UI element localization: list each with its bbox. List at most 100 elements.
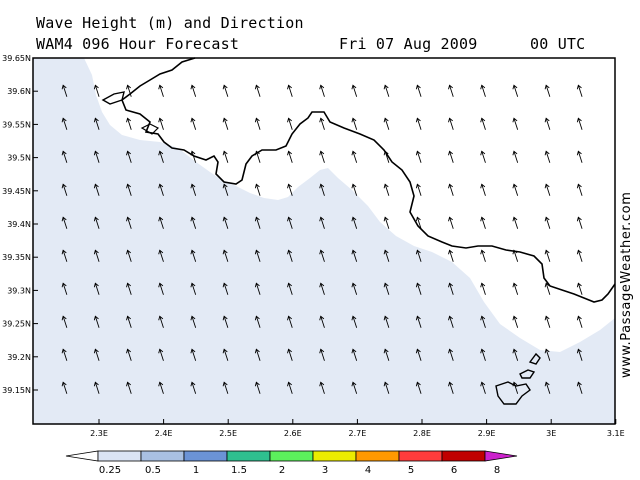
wave-arrow — [222, 117, 229, 130]
wave-arrow — [61, 117, 68, 130]
wave-arrow — [544, 348, 551, 361]
lon-label: 2.6E — [284, 429, 302, 438]
wave-arrow — [448, 183, 454, 196]
colorbar-segment — [97, 450, 142, 462]
colorbar-segment — [441, 450, 486, 462]
wave-arrow — [126, 183, 132, 196]
wave-arrow — [448, 150, 454, 163]
lon-label: 2.4E — [155, 429, 173, 438]
wave-arrow — [383, 381, 390, 394]
wave-arrow — [383, 84, 390, 97]
wave-arrow — [93, 282, 100, 295]
land-area — [84, 58, 615, 352]
colorbar-segment — [484, 450, 518, 462]
wave-arrow — [415, 315, 422, 328]
lat-label: 39.6N — [7, 87, 31, 96]
wave-arrow — [383, 348, 390, 361]
wave-arrow — [190, 117, 197, 130]
wave-arrow — [415, 381, 422, 394]
wave-arrow — [576, 249, 583, 262]
wave-arrow — [190, 84, 197, 97]
wave-arrow — [126, 84, 132, 97]
lat-label: 39.55N — [2, 120, 31, 129]
wave-arrow — [93, 150, 100, 163]
wave-arrow — [93, 117, 100, 130]
wave-arrow — [93, 315, 100, 328]
coastline — [121, 57, 616, 303]
wave-arrow — [576, 315, 583, 328]
colorbar-label: 4 — [364, 465, 372, 476]
wave-arrow — [319, 249, 325, 262]
wave-arrow — [415, 183, 422, 196]
forecast-date: Fri 07 Aug 2009 — [339, 35, 478, 53]
cabrera-island — [495, 352, 541, 405]
wave-arrow — [190, 183, 197, 196]
wave-arrow — [544, 282, 551, 295]
colorbar-segment — [65, 450, 99, 462]
wave-arrow — [61, 249, 68, 262]
wave-arrow — [287, 249, 293, 262]
wave-arrow — [287, 183, 293, 196]
wave-arrow — [351, 348, 358, 361]
colorbar-segment — [269, 450, 314, 462]
wave-arrow — [351, 381, 358, 394]
wave-arrow — [415, 150, 422, 163]
wave-arrow — [61, 150, 68, 163]
wave-arrow — [254, 249, 261, 262]
wave-arrow — [576, 150, 583, 163]
wave-arrow — [158, 183, 164, 196]
colorbar-label: 1.5 — [231, 465, 247, 476]
wave-arrow — [222, 216, 229, 229]
wave-arrow — [319, 84, 325, 97]
wave-arrow — [287, 84, 293, 97]
lon-label: 2.8E — [413, 429, 431, 438]
wave-arrow — [544, 117, 551, 130]
lat-label: 39.5N — [7, 154, 31, 163]
wave-direction-arrows — [61, 84, 583, 394]
lon-label: 2.3E — [90, 429, 108, 438]
latitude-axis: 39.65N 39.6N 39.55N 39.5N 39.45N 39.4N 39.35N 3… — [2, 54, 38, 395]
colorbar-segment — [398, 450, 443, 462]
wave-arrow — [61, 282, 68, 295]
wave-arrow — [576, 117, 583, 130]
watermark: www.PassageWeather.com — [619, 191, 634, 378]
lat-label: 39.4N — [7, 220, 31, 229]
wave-arrow — [254, 282, 261, 295]
wave-arrow — [158, 348, 164, 361]
lat-label: 39.2N — [7, 353, 31, 362]
wave-arrow — [126, 348, 132, 361]
wave-arrow — [415, 117, 422, 130]
wave-arrow — [254, 117, 261, 130]
wave-arrow — [222, 282, 229, 295]
wave-arrow — [254, 381, 261, 394]
wave-arrow — [126, 282, 132, 295]
wave-arrow — [158, 150, 164, 163]
wave-arrow — [383, 282, 390, 295]
wave-arrow — [190, 216, 197, 229]
wave-arrow — [222, 249, 229, 262]
wave-arrow — [415, 348, 422, 361]
wave-arrow — [93, 84, 100, 97]
wave-arrow — [158, 249, 164, 262]
lon-label: 3.1E — [607, 429, 625, 438]
colorbar-segment — [226, 450, 271, 462]
wave-arrow — [448, 348, 454, 361]
wave-arrow — [287, 117, 293, 130]
wave-arrow — [351, 84, 358, 97]
wave-arrow — [126, 249, 132, 262]
wave-arrow — [448, 282, 454, 295]
wave-arrow — [512, 84, 519, 97]
colorbar-segment — [183, 450, 228, 462]
wave-arrow — [383, 183, 390, 196]
wave-arrow — [61, 84, 68, 97]
wave-arrow — [319, 315, 325, 328]
wave-arrow — [126, 381, 132, 394]
wave-arrow — [287, 150, 293, 163]
wave-arrow — [383, 216, 390, 229]
islet — [140, 123, 160, 135]
wave-arrow — [319, 282, 325, 295]
wave-arrow — [287, 216, 293, 229]
wave-arrow — [93, 216, 100, 229]
wave-arrow — [351, 150, 358, 163]
wave-arrow — [544, 315, 551, 328]
